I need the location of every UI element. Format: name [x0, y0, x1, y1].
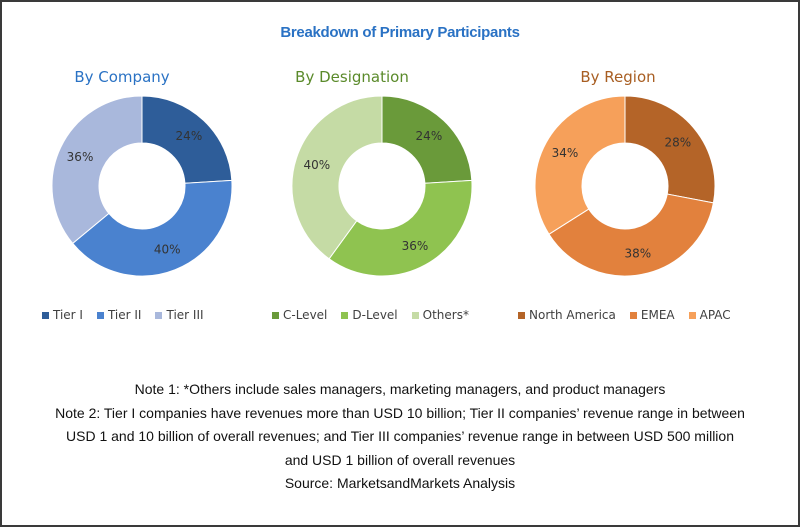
slice-tier-iii: [51, 95, 143, 245]
legend-label: Tier III: [166, 308, 204, 322]
slice-label-north-america: 28%: [664, 135, 691, 149]
slice-emea: [548, 193, 714, 277]
slice-apac: [534, 95, 626, 235]
legend-label: D-Level: [352, 308, 398, 322]
slice-label-emea: 38%: [624, 246, 651, 260]
legend-swatch: [629, 311, 637, 319]
slice-tier-ii: [71, 179, 233, 277]
legend-company: Tier I Tier II Tier III: [42, 308, 204, 322]
slice-label-others: 40%: [304, 158, 331, 172]
note-2-line-2: USD 1 and 10 billion of overall revenues…: [66, 428, 734, 444]
legend-item-emea: EMEA: [629, 308, 675, 322]
note-2-line-1: Note 2: Tier I companies have revenues m…: [55, 404, 745, 421]
slice-label-tier-ii: 40%: [154, 243, 181, 257]
legend-swatch: [411, 311, 419, 319]
note-1: Note 1: *Others include sales managers, …: [134, 381, 666, 397]
legend-region: North America EMEA APAC: [518, 308, 731, 322]
legend-label: North America: [529, 308, 616, 322]
slice-north-america: [624, 95, 716, 204]
legend-item-d-level: D-Level: [341, 308, 398, 322]
chart-title-region: By Region: [580, 68, 656, 86]
slice-label-d-level: 36%: [402, 239, 429, 253]
legend-label: EMEA: [640, 308, 675, 322]
donut-chart-region: 28% 38% 34%: [534, 95, 716, 277]
legend-item-tier-i: Tier I: [42, 308, 83, 322]
slice-tier-i: [141, 95, 233, 184]
legend-swatch: [518, 311, 525, 319]
legend-swatch: [96, 311, 104, 319]
legend-label: APAC: [699, 308, 731, 322]
figure-title: Breakdown of Primary Participants: [280, 24, 520, 41]
legend-item-tier-ii: Tier II: [96, 308, 142, 322]
legend-swatch: [42, 311, 49, 319]
slice-others: [291, 95, 383, 260]
donut-chart-designation: 24% 36% 40%: [291, 95, 473, 277]
legend-label: Tier I: [53, 308, 83, 322]
legend-label: Others*: [422, 308, 469, 322]
slice-c-level: [381, 95, 473, 184]
legend-swatch: [341, 311, 349, 319]
slice-d-level: [328, 179, 473, 277]
legend-item-apac: APAC: [688, 308, 731, 322]
legend-swatch: [155, 311, 163, 319]
legend-label: C-Level: [283, 308, 328, 322]
legend-swatch: [272, 311, 279, 319]
slice-label-tier-i: 24%: [176, 129, 203, 143]
figure-notes: Note 1: *Others include sales managers, …: [2, 378, 798, 496]
donut-chart-company: 24% 40% 36%: [51, 95, 233, 277]
chart-title-designation: By Designation: [295, 68, 409, 86]
legend-item-others: Others*: [411, 308, 469, 322]
legend-item-c-level: C-Level: [272, 308, 327, 322]
source-line: Source: MarketsandMarkets Analysis: [284, 475, 516, 491]
legend-swatch: [688, 311, 696, 319]
legend-label: Tier II: [107, 308, 142, 322]
note-2-line-3: and USD 1 billion of overall revenues: [284, 451, 516, 468]
slice-label-apac: 34%: [552, 146, 579, 160]
slice-label-c-level: 24%: [416, 129, 443, 143]
slice-label-tier-iii: 36%: [67, 150, 94, 164]
chart-title-company: By Company: [74, 68, 170, 86]
legend-designation: C-Level D-Level Others*: [272, 308, 469, 322]
legend-item-tier-iii: Tier III: [155, 308, 204, 322]
legend-item-north-america: North America: [518, 308, 616, 322]
